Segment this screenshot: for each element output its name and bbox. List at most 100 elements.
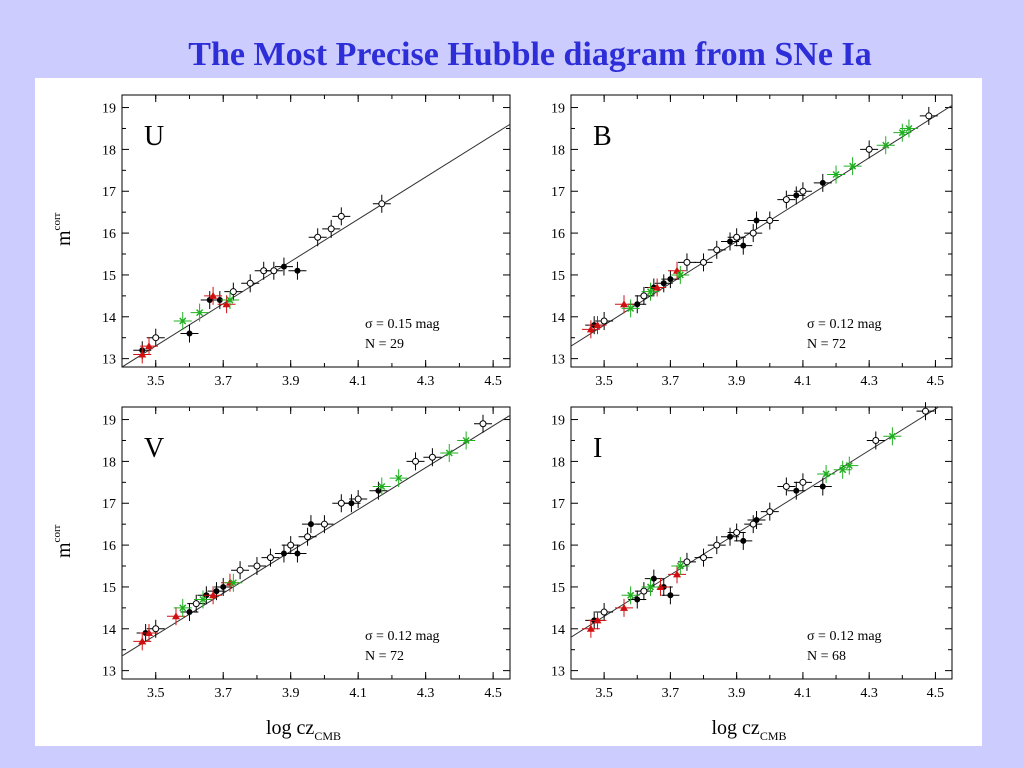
x-tick-label: 4.3	[417, 686, 435, 701]
data-point	[220, 583, 227, 590]
y-tick-label: 17	[102, 185, 116, 200]
data-point	[793, 487, 800, 494]
y-tick-label: 14	[551, 311, 565, 326]
data-point	[656, 582, 665, 590]
y-tick-label: 18	[551, 455, 565, 470]
data-point	[186, 330, 193, 337]
data-point	[280, 263, 287, 270]
data-point	[428, 453, 436, 461]
n-label: N = 68	[807, 649, 846, 664]
series-filled	[585, 173, 832, 335]
data-point	[226, 296, 234, 304]
band-label: V	[144, 433, 164, 464]
data-point	[660, 280, 667, 287]
series-triangle	[581, 565, 687, 638]
y-tick-label: 17	[551, 185, 565, 200]
data-point	[683, 258, 691, 266]
y-axis-label: mcorr	[51, 524, 75, 558]
y-tick-label: 18	[551, 143, 565, 158]
data-point	[740, 242, 747, 249]
data-point	[144, 628, 153, 636]
series-filled	[585, 477, 832, 630]
x-tick-label: 3.7	[662, 686, 680, 701]
data-point	[819, 179, 826, 186]
y-tick-label: 19	[551, 414, 565, 429]
data-point	[287, 541, 295, 549]
fit-line	[122, 414, 510, 657]
data-point	[822, 470, 830, 478]
data-point	[378, 482, 386, 491]
n-label: N = 72	[807, 337, 846, 352]
x-tick-label: 3.9	[728, 374, 746, 389]
x-tick-label: 4.3	[860, 686, 878, 701]
series-cross	[173, 291, 239, 330]
y-tick-label: 17	[102, 497, 116, 512]
data-point	[337, 499, 345, 507]
sigma-label: σ = 0.15 mag	[365, 317, 440, 332]
data-point	[179, 317, 187, 325]
series-cross	[173, 431, 476, 617]
data-point	[209, 291, 218, 299]
data-point	[673, 266, 682, 274]
data-point	[593, 321, 602, 329]
data-point	[727, 533, 734, 540]
band-label: U	[144, 121, 164, 152]
data-point	[640, 587, 648, 595]
data-point	[378, 200, 386, 208]
plot-frame	[121, 94, 511, 368]
data-point	[650, 575, 657, 582]
data-point	[314, 233, 322, 241]
n-label: N = 72	[365, 649, 404, 664]
y-tick-label: 14	[551, 623, 565, 638]
data-point	[905, 124, 913, 133]
data-point	[586, 325, 595, 333]
data-point	[646, 288, 655, 296]
data-point	[620, 603, 629, 611]
data-point	[898, 129, 906, 137]
data-point	[395, 474, 403, 482]
x-tick-label: 3.5	[147, 374, 165, 389]
y-tick-label: 16	[102, 227, 116, 242]
data-point	[627, 304, 635, 312]
y-tick-label: 19	[102, 102, 116, 117]
sigma-label: σ = 0.12 mag	[365, 629, 440, 644]
data-point	[646, 583, 655, 591]
data-point	[294, 550, 301, 557]
data-point	[882, 141, 890, 149]
sigma-label: σ = 0.12 mag	[807, 317, 882, 332]
data-point	[152, 334, 160, 342]
data-point	[700, 258, 708, 266]
y-tick-label: 19	[551, 102, 565, 117]
series-triangle	[133, 573, 239, 651]
data-point	[144, 342, 153, 350]
data-point	[209, 591, 218, 599]
data-point	[865, 145, 873, 153]
data-point	[236, 566, 244, 574]
data-point	[586, 624, 595, 632]
data-point	[832, 170, 840, 179]
fit-line	[122, 123, 510, 367]
plot-frame	[570, 94, 953, 368]
data-point	[192, 600, 200, 608]
data-point	[620, 300, 629, 308]
x-tick-label: 3.9	[728, 686, 746, 701]
y-tick-label: 13	[551, 665, 565, 680]
data-point	[627, 591, 635, 599]
data-point	[713, 541, 721, 549]
x-axis-label: log czCMB	[266, 717, 341, 743]
data-point	[199, 595, 207, 604]
data-point	[348, 500, 355, 507]
data-point	[799, 478, 807, 486]
x-tick-label: 4.1	[349, 686, 367, 701]
data-point	[667, 276, 674, 283]
data-point	[839, 466, 847, 474]
x-tick-label: 4.5	[927, 686, 945, 701]
data-point	[266, 554, 274, 562]
data-point	[253, 562, 261, 570]
data-point	[304, 533, 312, 541]
data-point	[294, 267, 301, 274]
y-tick-label: 15	[551, 269, 565, 284]
plot-frame	[121, 406, 511, 680]
data-point	[138, 350, 147, 358]
